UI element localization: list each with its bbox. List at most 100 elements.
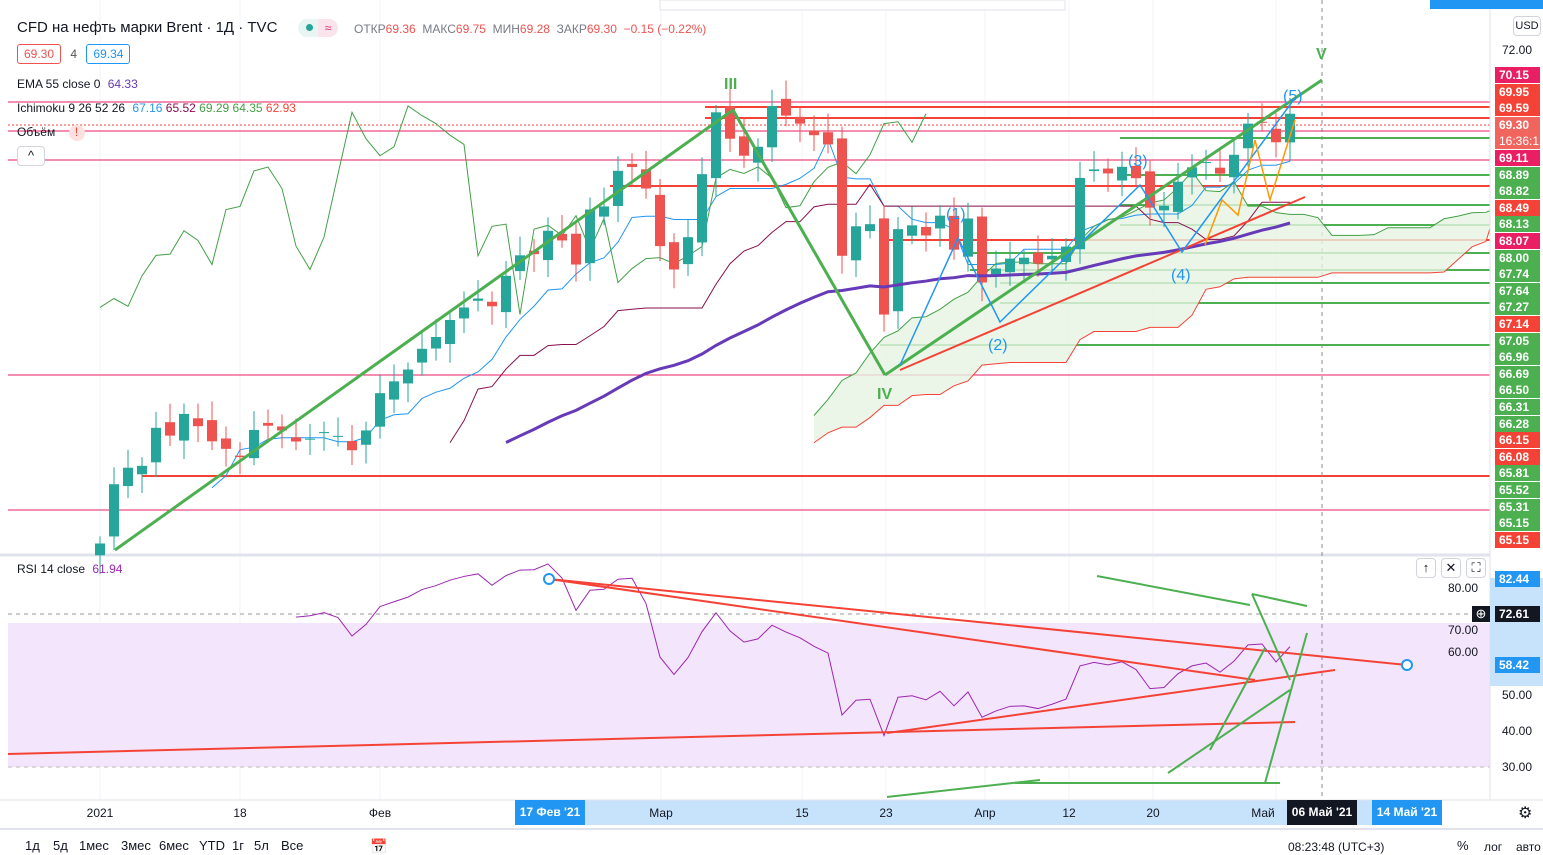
candle[interactable] bbox=[221, 438, 231, 449]
candle[interactable] bbox=[1117, 166, 1127, 181]
candles[interactable] bbox=[95, 80, 1295, 575]
candle[interactable] bbox=[935, 215, 945, 229]
candle[interactable] bbox=[669, 242, 679, 270]
maximize-pane-button[interactable]: ⛶ bbox=[1466, 558, 1486, 578]
range-button[interactable]: 1д bbox=[25, 838, 40, 853]
range-button[interactable]: 1г bbox=[232, 838, 244, 853]
candle[interactable] bbox=[725, 105, 735, 139]
ema-legend[interactable]: EMA 55 close 0 64.33 bbox=[17, 77, 138, 91]
candle[interactable] bbox=[543, 230, 553, 261]
candle[interactable] bbox=[781, 98, 791, 116]
candle[interactable] bbox=[1159, 205, 1169, 211]
candle[interactable] bbox=[599, 206, 609, 217]
candle[interactable] bbox=[1285, 113, 1295, 143]
candle[interactable] bbox=[137, 465, 147, 475]
candle[interactable] bbox=[1145, 171, 1155, 208]
candle[interactable] bbox=[1131, 165, 1141, 179]
candle[interactable] bbox=[921, 226, 931, 236]
candle[interactable] bbox=[249, 429, 259, 459]
candle[interactable] bbox=[627, 163, 637, 168]
candle[interactable] bbox=[949, 215, 959, 250]
ichimoku-legend[interactable]: Ichimoku 9 26 52 26 67.16 65.52 69.29 64… bbox=[17, 101, 296, 115]
range-button[interactable]: 3мес bbox=[121, 838, 151, 853]
candle[interactable] bbox=[697, 174, 707, 243]
candle[interactable] bbox=[1215, 167, 1225, 174]
wave-trendlines[interactable] bbox=[114, 78, 1323, 552]
candle[interactable] bbox=[1187, 167, 1197, 178]
candle[interactable] bbox=[683, 237, 693, 265]
candle[interactable] bbox=[585, 209, 595, 264]
candle[interactable] bbox=[319, 432, 329, 434]
candle[interactable] bbox=[207, 420, 217, 442]
candle[interactable] bbox=[739, 136, 749, 156]
candle[interactable] bbox=[445, 319, 455, 345]
range-button[interactable]: Все bbox=[281, 838, 304, 853]
candle[interactable] bbox=[641, 169, 651, 189]
candle[interactable] bbox=[865, 224, 875, 232]
candle[interactable] bbox=[613, 170, 623, 206]
candle[interactable] bbox=[361, 430, 371, 445]
buy-button[interactable]: 69.34 bbox=[86, 44, 131, 64]
candle[interactable] bbox=[347, 441, 357, 451]
range-button[interactable]: YTD bbox=[199, 838, 225, 853]
candle[interactable] bbox=[263, 422, 273, 426]
candle[interactable] bbox=[1201, 162, 1211, 164]
candle[interactable] bbox=[109, 484, 119, 537]
candle[interactable] bbox=[1103, 168, 1113, 174]
rsi-legend[interactable]: RSI 14 close 61.94 bbox=[17, 562, 123, 576]
candle[interactable] bbox=[907, 225, 917, 236]
candle[interactable] bbox=[431, 336, 441, 349]
candle[interactable] bbox=[165, 422, 175, 436]
candle[interactable] bbox=[459, 307, 469, 319]
candle[interactable] bbox=[1005, 258, 1015, 273]
candle[interactable] bbox=[571, 233, 581, 265]
clock-time[interactable]: 08:23:48 (UTC+3) bbox=[1288, 840, 1385, 854]
candle[interactable] bbox=[123, 467, 133, 487]
candle[interactable] bbox=[809, 130, 819, 136]
range-start-label[interactable]: 17 Фев '21 bbox=[515, 800, 585, 825]
candle[interactable] bbox=[851, 226, 861, 261]
range-end-label[interactable]: 14 Май '21 bbox=[1372, 800, 1442, 825]
candle[interactable] bbox=[767, 105, 777, 148]
market-status[interactable]: ≈ bbox=[298, 19, 338, 37]
candle[interactable] bbox=[417, 348, 427, 363]
rsi-trendlines[interactable] bbox=[7, 573, 1413, 798]
candle[interactable] bbox=[1229, 154, 1239, 178]
range-button[interactable]: 5д bbox=[53, 838, 68, 853]
candle[interactable] bbox=[1089, 169, 1099, 172]
candle[interactable] bbox=[151, 427, 161, 463]
range-button[interactable]: 1мес bbox=[79, 838, 109, 853]
candle[interactable] bbox=[179, 413, 189, 441]
range-button[interactable]: 5л bbox=[254, 838, 269, 853]
candle[interactable] bbox=[711, 112, 721, 179]
sell-button[interactable]: 69.30 bbox=[17, 44, 62, 64]
date-range-icon[interactable]: 📅 bbox=[370, 838, 388, 854]
candle[interactable] bbox=[389, 381, 399, 400]
candle[interactable] bbox=[837, 138, 847, 256]
candle[interactable] bbox=[291, 437, 301, 442]
candle[interactable] bbox=[501, 275, 511, 313]
collapse-legend-button[interactable]: ^ bbox=[17, 146, 45, 166]
candle[interactable] bbox=[235, 455, 245, 458]
candle[interactable] bbox=[1271, 128, 1281, 143]
candle[interactable] bbox=[1033, 252, 1043, 264]
candle[interactable] bbox=[305, 438, 315, 440]
candle[interactable] bbox=[277, 426, 287, 431]
symbol-title[interactable]: CFD на нефть марки Brent · 1Д · TVC bbox=[17, 19, 278, 36]
candle[interactable] bbox=[473, 298, 483, 301]
top-right-button[interactable] bbox=[1430, 0, 1543, 9]
candle[interactable] bbox=[193, 418, 203, 427]
candle[interactable] bbox=[403, 369, 413, 384]
move-up-button[interactable]: ↑ bbox=[1416, 558, 1436, 578]
candle[interactable] bbox=[1075, 177, 1085, 250]
range-button[interactable]: 6мес bbox=[159, 838, 189, 853]
candle[interactable] bbox=[991, 268, 1001, 276]
percent-toggle[interactable]: % bbox=[1457, 838, 1469, 853]
candle[interactable] bbox=[375, 393, 385, 427]
candle[interactable] bbox=[977, 216, 987, 283]
candle[interactable] bbox=[1243, 123, 1253, 149]
candle[interactable] bbox=[879, 218, 889, 315]
candle[interactable] bbox=[333, 435, 343, 437]
log-toggle[interactable]: лог bbox=[1484, 840, 1503, 854]
candle[interactable] bbox=[655, 194, 665, 247]
